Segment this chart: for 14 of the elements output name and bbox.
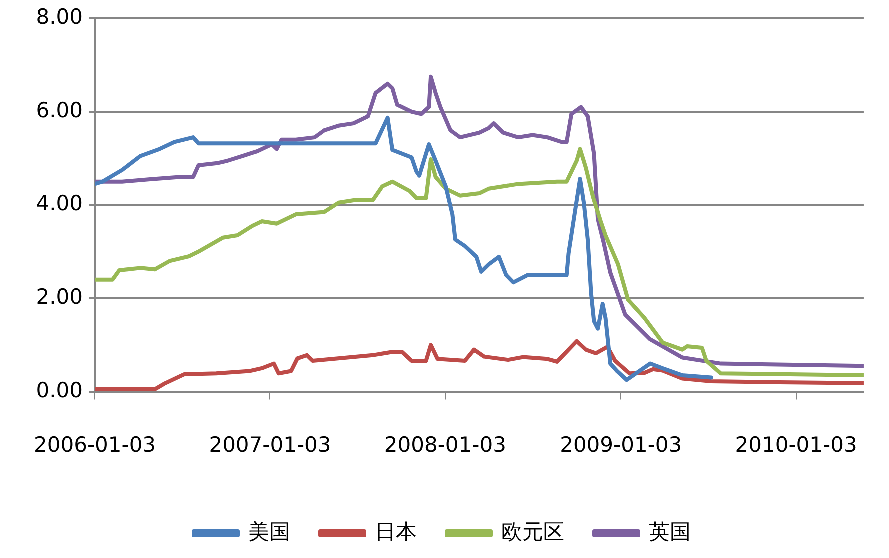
y-tick-label: 6.00 xyxy=(36,98,84,122)
x-tick-label: 2008-01-03 xyxy=(384,432,506,457)
x-tick-label: 2010-01-03 xyxy=(735,432,858,457)
y-tick-label: 8.00 xyxy=(36,5,84,30)
legend-label: 英国 xyxy=(649,520,691,544)
legend-label: 欧元区 xyxy=(502,520,564,544)
y-tick-label: 4.00 xyxy=(36,192,84,216)
legend-label: 日本 xyxy=(375,520,417,544)
y-tick-label: 0.00 xyxy=(36,378,84,402)
x-tick-label: 2006-01-03 xyxy=(34,432,156,457)
x-tick-label: 2007-01-03 xyxy=(209,432,332,457)
x-tick-label: 2009-01-03 xyxy=(560,432,682,457)
legend-label: 美国 xyxy=(248,520,290,544)
y-tick-label: 2.00 xyxy=(36,284,84,309)
